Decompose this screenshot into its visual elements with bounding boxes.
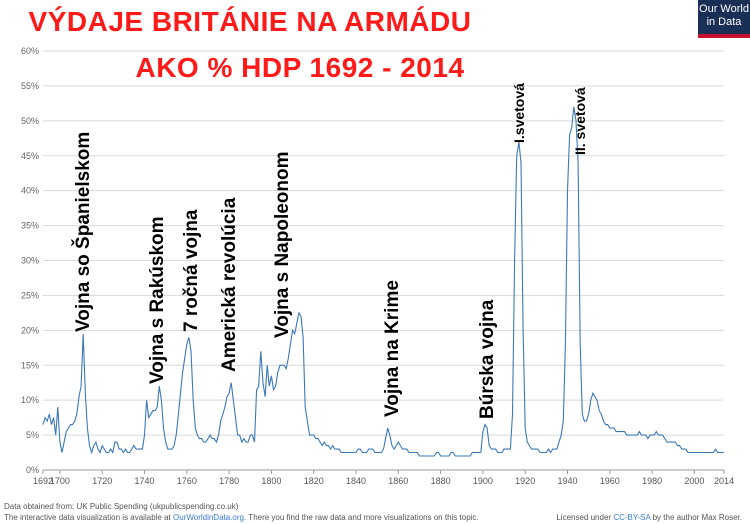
x-tick-label: 2014: [714, 476, 734, 486]
gridlines: [43, 50, 724, 471]
annotation-label: Vojna so Španielskom: [72, 132, 94, 332]
annotation-label: I.svetová: [511, 83, 527, 143]
license-link[interactable]: CC-BY-SA: [613, 513, 651, 522]
annotations: Vojna so Španielskom Vojna s Rakúskom 7 ro…: [72, 83, 588, 419]
y-tick-label: 15%: [21, 360, 39, 370]
license-post: by the author Max Roser.: [652, 513, 742, 522]
annotation-label: Vojna na Krime: [382, 280, 403, 417]
x-tick-label: 1900: [473, 476, 493, 486]
y-axis: 0% 5% 10% 15% 20% 25% 30% 35% 40% 45% 50% 55% 60%: [21, 46, 39, 475]
annotation-label: Vojna s Napoleonom: [272, 151, 293, 338]
x-tick-label: 1700: [50, 476, 70, 486]
annotation-label: 7 ročná vojna: [181, 209, 202, 332]
chart-title-line2: AKO % HDP 1692 - 2014: [135, 52, 465, 83]
x-tick-label: 1940: [557, 476, 577, 486]
x-tick-label: 1960: [600, 476, 620, 486]
footer-owid-link[interactable]: OurWorldinData.org: [173, 513, 244, 522]
our-world-in-data-logo[interactable]: Our World in Data: [698, 0, 750, 38]
series-line: [42, 106, 724, 457]
x-tick-label: 1820: [304, 476, 324, 486]
x-tick-label: 1880: [431, 476, 451, 486]
x-tick-label: 1692: [33, 476, 53, 486]
x-tick-label: 1840: [346, 476, 366, 486]
y-tick-label: 55%: [21, 81, 39, 91]
x-tick-label: 1920: [515, 476, 535, 486]
y-tick-label: 20%: [21, 325, 39, 335]
annotation-label: Americká revolúcia: [219, 197, 240, 372]
x-tick-label: 1800: [261, 476, 281, 486]
annotation-label: Búrska vojna: [477, 299, 498, 419]
footer-interactive: The interactive data visualization is av…: [4, 513, 479, 522]
annotation-label: II. svetová: [572, 87, 588, 155]
y-tick-label: 0%: [26, 465, 39, 475]
x-tick-label: 1780: [219, 476, 239, 486]
y-tick-label: 60%: [21, 46, 39, 56]
y-tick-label: 25%: [21, 290, 39, 300]
y-tick-label: 10%: [21, 395, 39, 405]
x-tick-label: 2000: [684, 476, 704, 486]
footer-source: Data obtained from: UK Public Spending (…: [4, 502, 239, 511]
y-tick-label: 5%: [26, 430, 39, 440]
x-tick-label: 1980: [642, 476, 662, 486]
annotation-label: Vojna s Rakúskom: [147, 216, 168, 384]
x-tick-label: 1860: [388, 476, 408, 486]
y-tick-label: 35%: [21, 221, 39, 231]
chart-title-line1: VÝDAJE BRITÁNIE NA ARMÁDU: [28, 6, 472, 37]
y-tick-label: 30%: [21, 256, 39, 266]
y-tick-label: 45%: [21, 151, 39, 161]
x-tick-label: 1720: [92, 476, 112, 486]
y-tick-label: 40%: [21, 186, 39, 196]
x-tick-label: 1740: [134, 476, 154, 486]
footer-license: Licensed under CC-BY-SA by the author Ma…: [556, 513, 742, 522]
y-tick-label: 50%: [21, 116, 39, 126]
license-pre: Licensed under: [556, 513, 612, 522]
logo-line2: in Data: [706, 16, 742, 28]
footer-interactive-post: . There you find the raw data and more v…: [244, 513, 479, 522]
footer-interactive-pre: The interactive data visualization is av…: [4, 513, 171, 522]
logo-line1: Our World: [699, 3, 749, 15]
x-tick-label: 1760: [177, 476, 197, 486]
